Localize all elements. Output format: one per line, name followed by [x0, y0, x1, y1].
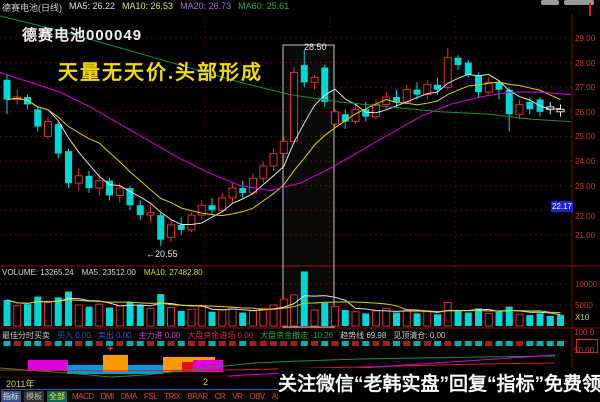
tab-DMA[interactable]: DMA — [120, 392, 138, 401]
indicator-token: 主力进 0.00 — [138, 331, 181, 340]
header-token: MA10: 26.53 — [122, 1, 174, 11]
tab-指标[interactable]: 指标 — [1, 391, 21, 402]
tab-全部[interactable]: 全部 — [47, 391, 67, 402]
price-axis-label: 24.00 — [575, 157, 596, 166]
price-axis-label: 26.00 — [575, 107, 596, 117]
volume-axis-label: 5000 — [575, 301, 593, 310]
price-axis-label: 28.00 — [575, 58, 596, 68]
high-price-label: 28.50 — [304, 42, 327, 52]
indicator-token: 大盘资金撤走 -10.26 — [260, 331, 334, 340]
tab-ASI[interactable]: ASI — [270, 391, 285, 402]
volume-header-token: VOLUME: 13265.24 — [2, 268, 74, 277]
header-token: 德赛电池(日线) — [2, 3, 62, 13]
indicator-token: 大盘资金进场 0.00 — [187, 331, 254, 340]
indicator-token: 买入 0.00 — [57, 331, 91, 340]
indicator-value-row: 最佳分时买卖 买入 0.00 卖出 0.00 主力进 0.00 大盘资金进场 0.00 大… — [2, 330, 445, 341]
plus-marker: + — [107, 343, 114, 355]
oscillator-axis-label: 100.0 — [574, 328, 595, 337]
tab-MACD[interactable]: MACD — [72, 392, 94, 401]
chart-header-bar: 德赛电池(日线) MA5: 26.22 MA10: 26.53 MA20: 26.73… — [2, 1, 289, 14]
header-token: MA20: 26.73 — [180, 1, 232, 11]
stock-title: 德赛电池000049 — [22, 27, 143, 44]
tab-模板[interactable]: 模板 — [24, 391, 44, 402]
last-price-badge: 22.17 — [551, 201, 573, 213]
window-handle[interactable] — [541, 0, 559, 5]
window-handle[interactable] — [564, 0, 594, 5]
date-axis-tick: 2 — [203, 377, 209, 387]
tab-TRIX[interactable]: TRIX — [164, 392, 181, 401]
indicator-token: 最佳分时买卖 — [2, 331, 50, 340]
indicator-token: 趋势线 69.98 — [340, 331, 387, 340]
indicator-token: 卖出 0.00 — [97, 331, 132, 340]
price-axis-label: 21.00 — [575, 230, 596, 240]
price-axis-label: 27.00 — [575, 83, 596, 93]
volume-axis-unit: X10 — [575, 313, 590, 322]
oscillator-legend-box — [576, 339, 598, 353]
tab-VR[interactable]: VR — [232, 392, 243, 401]
annotation-text: 天量无天价.头部形成 — [58, 62, 263, 84]
header-token: MA5: 26.22 — [69, 1, 116, 11]
volume-axis-label: 10000 — [575, 280, 598, 289]
price-axis-label: 25.00 — [575, 132, 596, 142]
volume-header: VOLUME: 13265.24 MA5: 23512.00 MA10: 27482… — [2, 268, 203, 277]
date-axis-year: 2011年 — [6, 379, 35, 389]
tab-DMI[interactable]: DMI — [100, 392, 115, 401]
volume-header-token: MA5: 23512.00 — [81, 268, 136, 277]
price-axis-label: 22.00 — [575, 212, 596, 222]
low-price-label: ←20.55 — [146, 249, 178, 259]
crosshair-mark — [589, 3, 591, 16]
tab-BRAR[interactable]: BRAR — [187, 392, 208, 401]
tab-CR[interactable]: CR — [214, 392, 226, 401]
promo-banner: 关注微信“老韩实盘”回复“指标”免费领 — [278, 368, 600, 402]
indicator-token: 见顶清仓: 0.00 — [393, 331, 446, 340]
volume-header-token: MA10: 27482.80 — [143, 268, 203, 277]
header-token: MA60: 25.61 — [238, 1, 290, 11]
oscillator-axis-label: 50.00 — [574, 346, 595, 355]
tab-OBV[interactable]: OBV — [249, 392, 265, 401]
tab-FSL[interactable]: FSL — [144, 392, 158, 401]
price-axis-label: 29.00 — [575, 34, 596, 43]
price-axis-label: 23.00 — [575, 181, 596, 191]
